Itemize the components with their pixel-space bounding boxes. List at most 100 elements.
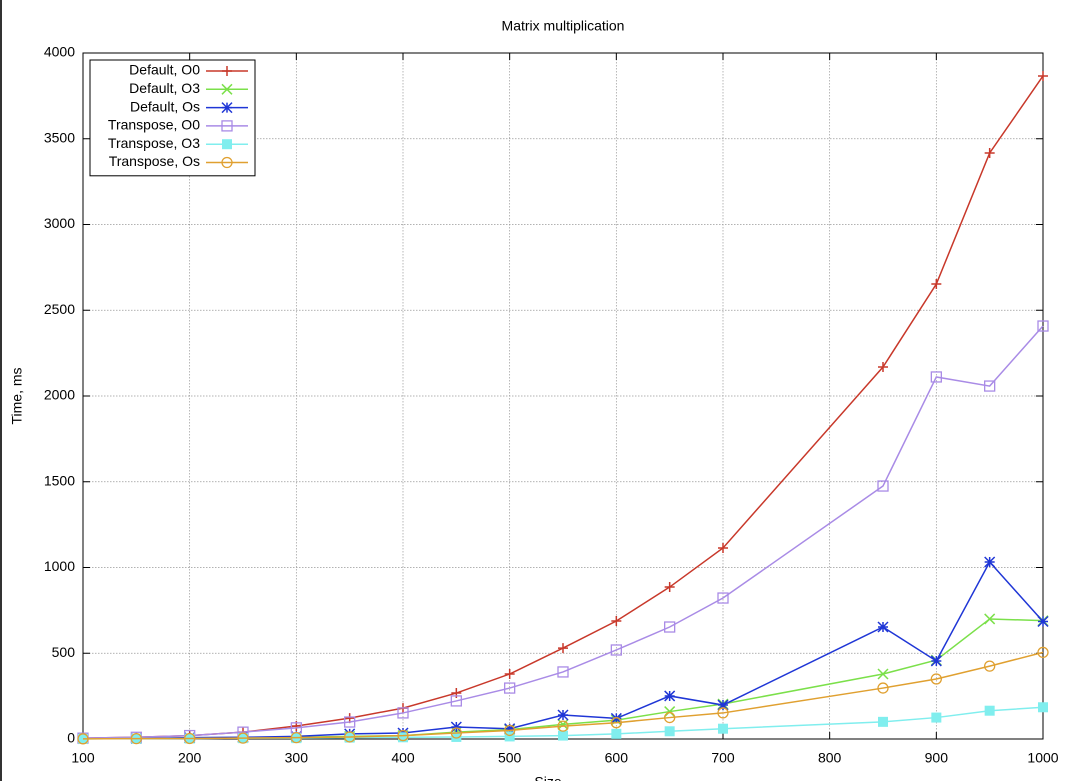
y-tick-label: 1000 [44, 558, 75, 574]
marker [130, 733, 142, 745]
marker [877, 621, 889, 633]
x-tick-label: 400 [391, 750, 415, 766]
marker [1038, 70, 1048, 81]
chart-title: Matrix multiplication [502, 18, 625, 34]
legend-box [89, 59, 256, 177]
marker [610, 644, 622, 656]
marker [664, 621, 676, 633]
marker [664, 706, 676, 718]
marker [930, 655, 942, 667]
marker [984, 380, 996, 392]
marker [611, 728, 622, 739]
marker [877, 668, 889, 680]
marker [450, 695, 462, 707]
marker [984, 705, 995, 716]
marker [397, 729, 409, 742]
y-tick-label: 2000 [44, 387, 75, 403]
marker [610, 712, 622, 724]
x-tick-label: 1000 [1027, 750, 1058, 766]
x-tick-label: 200 [178, 750, 202, 766]
marker [398, 732, 408, 743]
marker [877, 480, 889, 492]
marker [504, 723, 516, 735]
marker [664, 726, 675, 737]
marker [878, 362, 888, 373]
marker [717, 707, 729, 719]
x-tick-label: 100 [71, 750, 95, 766]
legend-marker [221, 156, 233, 169]
legend-label: Default, Os [130, 98, 200, 114]
marker [718, 723, 728, 734]
marker [397, 707, 409, 719]
marker [984, 613, 996, 625]
x-tick-label: 300 [285, 750, 309, 766]
x-axis-label: Size [534, 774, 561, 781]
marker [931, 712, 942, 723]
x-tick-label: 500 [498, 750, 522, 766]
legend-marker [221, 102, 233, 114]
legend-marker [222, 139, 232, 150]
marker [557, 720, 569, 732]
y-tick-label: 3500 [44, 129, 75, 145]
legend-label: Transpose, O0 [108, 117, 200, 133]
legend-marker [221, 120, 233, 132]
marker [237, 732, 249, 744]
legend-label: Transpose, Os [109, 153, 200, 169]
legend-marker [221, 83, 233, 95]
marker [344, 731, 356, 743]
marker [664, 690, 676, 702]
marker [451, 731, 462, 742]
legend-label: Default, O0 [129, 62, 200, 78]
marker [290, 731, 302, 744]
marker [450, 727, 462, 739]
marker [344, 716, 356, 728]
marker [984, 556, 996, 568]
marker [610, 717, 622, 729]
marker [984, 147, 995, 158]
marker [504, 669, 515, 680]
marker [558, 643, 568, 654]
series-line [82, 325, 1044, 739]
legend-label: Transpose, O3 [108, 135, 200, 151]
marker [718, 542, 728, 553]
marker [557, 718, 569, 730]
marker [930, 673, 942, 685]
legend-marker [222, 66, 232, 76]
marker [878, 716, 888, 727]
y-tick-label: 500 [52, 644, 76, 660]
marker [931, 279, 942, 290]
marker [557, 709, 569, 721]
marker [1037, 646, 1049, 659]
legend-label: Default, O3 [129, 80, 200, 96]
marker [184, 732, 196, 745]
marker [450, 721, 462, 733]
marker [930, 371, 942, 383]
marker [558, 730, 568, 741]
marker [1037, 320, 1049, 332]
marker [717, 699, 729, 711]
marker [877, 682, 889, 694]
marker [504, 682, 516, 694]
y-tick-label: 4000 [44, 44, 75, 60]
y-axis-label: Time, ms [9, 367, 25, 424]
y-tick-label: 0 [67, 730, 75, 746]
marker [1037, 615, 1049, 628]
marker [984, 660, 996, 672]
y-tick-label: 2500 [44, 301, 75, 317]
x-tick-label: 700 [711, 750, 735, 766]
x-tick-label: 900 [925, 750, 949, 766]
marker [611, 616, 622, 627]
marker [717, 592, 729, 604]
y-tick-label: 3000 [44, 215, 75, 231]
marker [1038, 702, 1048, 713]
x-tick-label: 800 [818, 750, 842, 766]
marker [664, 582, 675, 593]
marker [557, 666, 569, 678]
marker [664, 711, 676, 724]
x-tick-label: 600 [605, 750, 629, 766]
series-line [82, 651, 1044, 740]
marker [77, 733, 89, 745]
y-tick-label: 1500 [44, 472, 75, 488]
